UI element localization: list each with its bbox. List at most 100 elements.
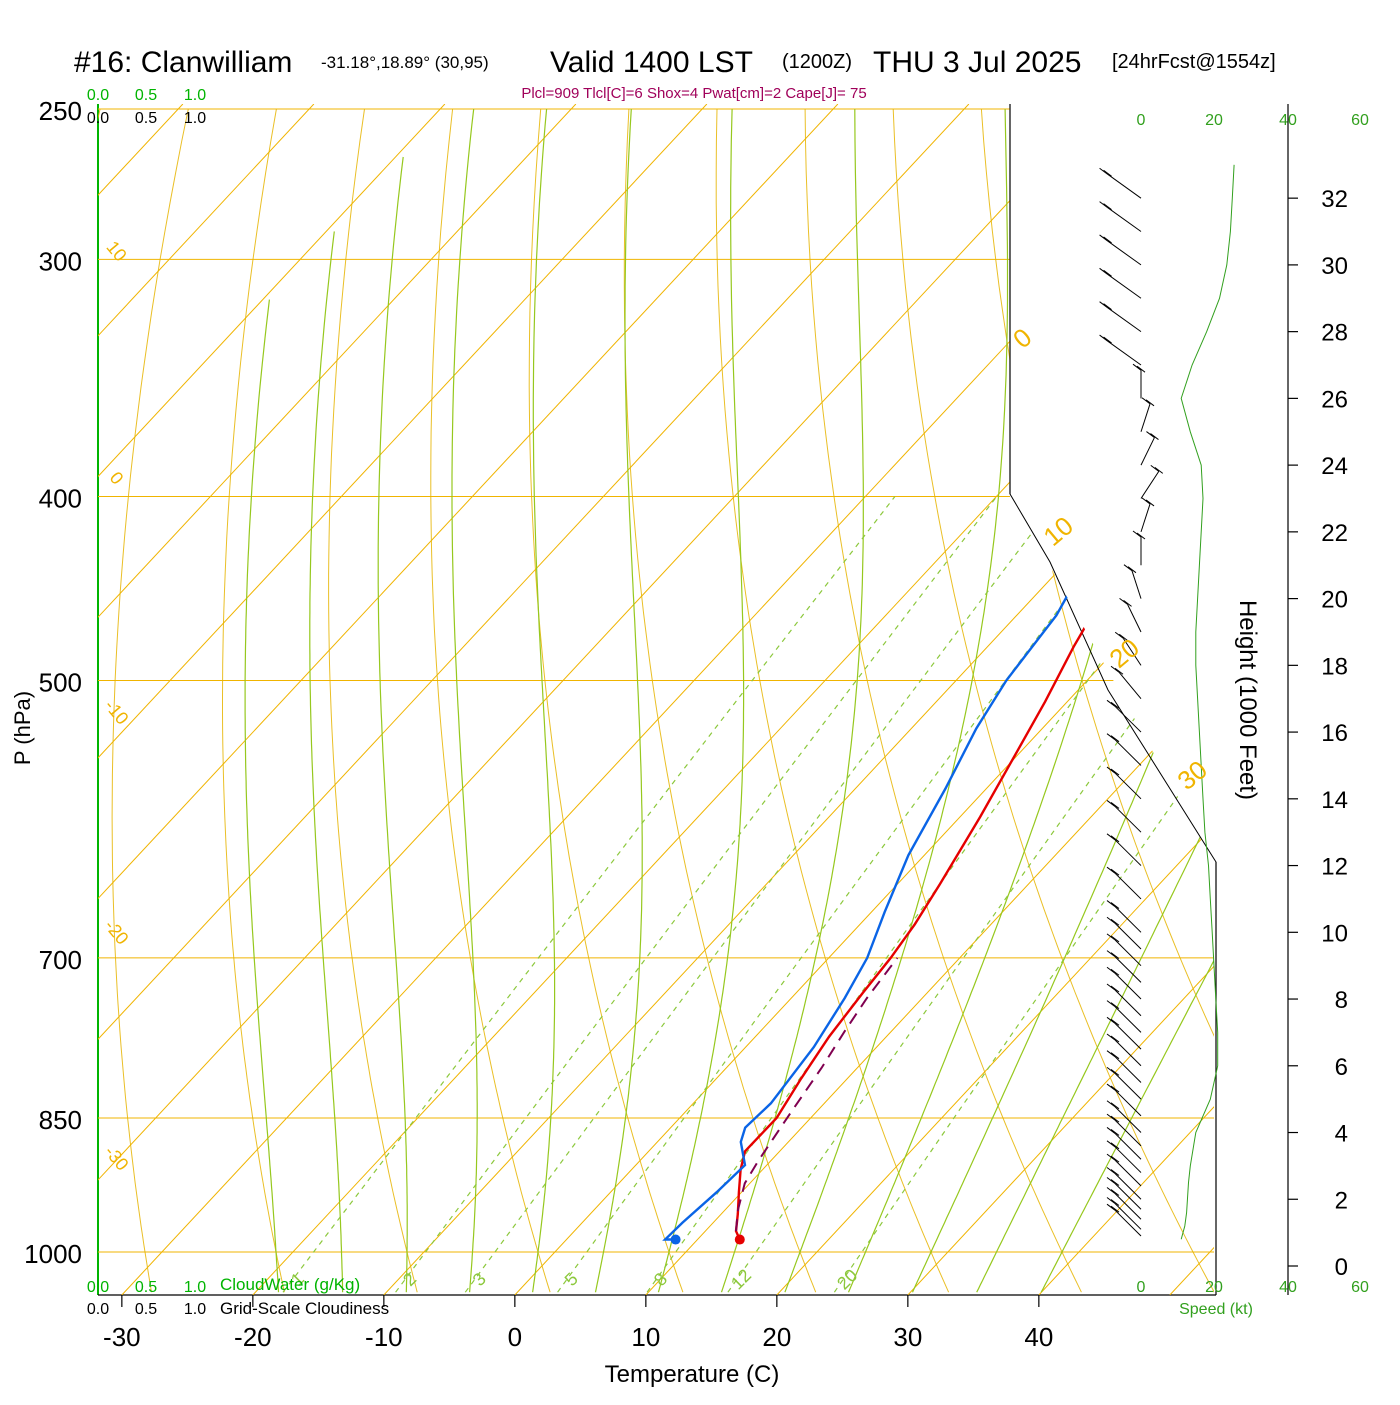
wind-barb-flag (1104, 204, 1112, 210)
wind-barb (1141, 498, 1154, 532)
wind-barb-flag (1107, 734, 1115, 740)
wind-barb-shaft (1115, 1107, 1141, 1133)
wind-barb-shaft (1115, 1007, 1141, 1033)
cloud-scale-top-1: 0.5 (135, 87, 157, 104)
series-temperature-line (736, 138, 1400, 1239)
wind-barb-shaft (1115, 1073, 1141, 1099)
wind-barb-flag (1107, 834, 1115, 840)
wind-barb-flag (1142, 398, 1150, 404)
wind-barb-flag (1104, 237, 1112, 243)
surface-temperature-dot (735, 1235, 745, 1245)
moist-adiabat--5 (452, 109, 477, 1292)
dry-adiabat-30 (716, 109, 948, 1292)
adiabat-label-right-0: 0 (1007, 322, 1037, 354)
wind-barb-flag (1104, 304, 1112, 310)
wind-barb-shaft (1141, 471, 1159, 498)
wind-barb-flag (1111, 1156, 1119, 1162)
wind-barb-flag (1107, 1204, 1115, 1210)
forecast-label: [24hrFcst@1554z] (1112, 51, 1276, 73)
wind-barb-flag (1107, 1034, 1115, 1040)
adiabat-label-left--20: -20 (101, 916, 133, 949)
x-axis-label: Temperature (C) (605, 1361, 780, 1388)
wind-barb-shaft (1115, 1210, 1141, 1236)
adiabat-label-right-30: 30 (1171, 754, 1212, 796)
wind-barb-shaft (1115, 1023, 1141, 1049)
wind-barb-flag (1107, 1051, 1115, 1057)
mixing-ratio-lines (283, 497, 1390, 1293)
mixing-ratio-label-2: 2 (399, 1269, 420, 1290)
wind-barb-flag (1100, 268, 1108, 274)
dry-adiabats (0, 109, 1400, 1292)
temp-tick--10: -10 (365, 1322, 403, 1352)
wind-barb-flag (1111, 1019, 1119, 1025)
cloudiness-scale-top-1: 0.5 (135, 110, 157, 127)
wind-barb (1107, 1067, 1141, 1099)
wind-barb-flag (1142, 498, 1150, 504)
wind-barb (1124, 565, 1141, 599)
wind-barb-flag (1111, 1169, 1119, 1175)
temp-tick--30: -30 (103, 1322, 141, 1352)
wind-barb-flag (1104, 270, 1112, 276)
wind-barb-shaft (1115, 873, 1141, 899)
wind-barb-shaft (1108, 308, 1141, 332)
valid-zulu: (1200Z) (782, 51, 852, 73)
cloudiness-label: Grid-Scale Cloudiness (220, 1299, 389, 1318)
wind-barb-flag (1111, 986, 1119, 992)
wind-barb (1120, 598, 1141, 632)
wind-barb-flag (1107, 1154, 1115, 1160)
wind-barb-flag (1104, 170, 1112, 176)
valid-date: THU 3 Jul 2025 (873, 46, 1081, 79)
cloudiness-scale-top-0: 0.0 (87, 110, 109, 127)
wind-barb-flag (1107, 967, 1115, 973)
wind-barb-flag (1107, 800, 1115, 806)
moist-adiabat-20 (785, 109, 1008, 1292)
pressure-tick-400: 400 (39, 484, 82, 514)
isotherm--20 (253, 104, 1362, 1295)
cloud-scale-top-2: 1.0 (184, 87, 206, 104)
wind-barb-flag (1111, 936, 1119, 942)
height-tick-18: 18 (1321, 653, 1348, 680)
wind-barb (1107, 800, 1141, 832)
wind-barb-flag (1100, 335, 1108, 341)
moist-adiabat-30 (913, 109, 1366, 1292)
pressure-tick-250: 250 (39, 96, 82, 126)
wind-barb-flag (1146, 432, 1154, 438)
wind-barb-shaft (1115, 806, 1141, 832)
pressure-tick-300: 300 (39, 246, 82, 276)
speed-scale-bottom-2: 40 (1279, 1279, 1297, 1296)
cloudiness-scale-bottom-1: 0.5 (135, 1301, 157, 1318)
speed-scale-bottom-0: 0 (1137, 1279, 1146, 1296)
cloud-water-label: CloudWater (g/Kg) (220, 1275, 360, 1294)
station-coords: -31.18°,18.89° (30,95) (321, 53, 489, 72)
wind-barb-shaft (1115, 1160, 1141, 1186)
wind-barb-flag (1107, 1127, 1115, 1133)
wind-barb (1107, 1204, 1141, 1236)
wind-barb-flag (1151, 465, 1159, 471)
wind-barb-shaft (1108, 208, 1141, 232)
dry-adiabat-40 (805, 109, 1081, 1292)
wind-barb-flag (1111, 1129, 1119, 1135)
wind-barb-shaft (1115, 840, 1141, 866)
height-tick-4: 4 (1335, 1121, 1348, 1148)
cloud-scale-bottom-0: 0.0 (87, 1279, 109, 1296)
wind-barb-flag (1111, 1206, 1119, 1212)
wind-barb (1141, 398, 1154, 432)
isotherms (0, 104, 1400, 1295)
cloud-scale-top-0: 0.0 (87, 87, 109, 104)
wind-barb-shaft (1115, 1147, 1141, 1173)
isotherm-10 (646, 104, 1400, 1295)
adiabat-label-left-0: 0 (106, 468, 128, 489)
mixing-ratio-label-12: 12 (727, 1265, 755, 1293)
wind-barb-flag (1111, 969, 1119, 975)
moist-adiabat-0 (533, 109, 555, 1292)
wind-barb (1141, 465, 1163, 498)
temp-tick-30: 30 (893, 1322, 922, 1352)
height-tick-24: 24 (1321, 453, 1348, 480)
mixing-ratio-2 (396, 497, 997, 1293)
moist-adiabat-10 (658, 109, 743, 1292)
wind-barb-flag (1100, 168, 1108, 174)
wind-barb-flag (1107, 1001, 1115, 1007)
height-tick-32: 32 (1321, 186, 1348, 213)
